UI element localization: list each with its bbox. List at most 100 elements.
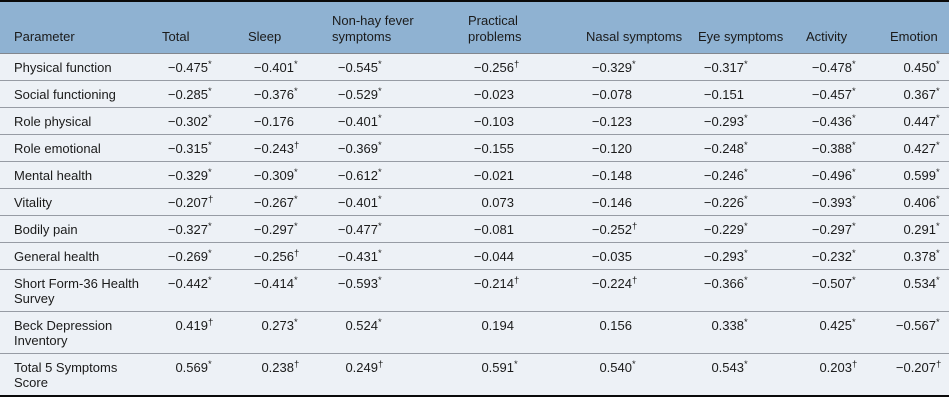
value-cell: 0.450* xyxy=(884,53,949,81)
value-cell: −0.393* xyxy=(794,188,884,216)
value-cell: −0.232* xyxy=(794,242,884,270)
value-cell: −0.207† xyxy=(150,188,236,216)
correlation-value: −0.224 xyxy=(591,276,632,291)
value-cell: −0.151 xyxy=(686,80,794,108)
value-cell: −0.252† xyxy=(574,215,686,243)
significance-marker: * xyxy=(936,59,940,70)
correlation-value: −0.475 xyxy=(167,60,208,75)
significance-marker: * xyxy=(294,194,298,205)
correlation-value: −0.442 xyxy=(167,276,208,291)
correlation-value: −0.243 xyxy=(253,141,294,156)
column-header-nasal-symptoms: Nasal symptoms xyxy=(574,1,686,54)
significance-marker: * xyxy=(208,59,212,70)
correlation-value: −0.477 xyxy=(337,222,378,237)
correlation-value: 0.591 xyxy=(481,360,514,375)
correlation-value: −0.545 xyxy=(337,60,378,75)
value-cell: 0.238† xyxy=(236,353,320,396)
correlation-value: 0.543 xyxy=(711,360,744,375)
correlation-value: −0.366 xyxy=(703,276,744,291)
significance-marker: * xyxy=(936,113,940,124)
significance-marker: * xyxy=(208,113,212,124)
value-cell: −0.388* xyxy=(794,134,884,162)
value-cell: 0.569* xyxy=(150,353,236,396)
column-header-parameter: Parameter xyxy=(0,1,150,54)
significance-marker: † xyxy=(294,248,300,259)
correlation-value: 0.569 xyxy=(175,360,208,375)
correlation-value: −0.369 xyxy=(337,141,378,156)
significance-marker: * xyxy=(936,275,940,286)
row-parameter: General health xyxy=(0,242,150,270)
value-cell: 0.524* xyxy=(320,311,456,354)
significance-marker: † xyxy=(378,359,384,370)
correlation-value: 0.073 xyxy=(481,195,514,210)
correlation-value: 0.338 xyxy=(711,318,744,333)
significance-marker: * xyxy=(208,221,212,232)
correlation-value: −0.414 xyxy=(253,276,294,291)
significance-marker: * xyxy=(378,113,382,124)
correlation-value: −0.612 xyxy=(337,168,378,183)
correlation-value: −0.309 xyxy=(253,168,294,183)
value-cell: 0.156 xyxy=(574,311,686,354)
significance-marker: * xyxy=(294,86,298,97)
significance-marker: * xyxy=(744,359,748,370)
significance-marker: * xyxy=(852,248,856,259)
value-cell: −0.214† xyxy=(456,269,574,312)
value-cell: −0.078 xyxy=(574,80,686,108)
value-cell: −0.529* xyxy=(320,80,456,108)
significance-marker: * xyxy=(936,140,940,151)
correlation-value: 0.194 xyxy=(481,318,514,333)
value-cell: 0.591* xyxy=(456,353,574,396)
significance-marker: * xyxy=(378,86,382,97)
value-cell: 0.419† xyxy=(150,311,236,354)
correlation-value: 0.156 xyxy=(599,318,632,333)
correlation-value: 0.367 xyxy=(903,87,936,102)
value-cell: −0.081 xyxy=(456,215,574,243)
table-row: Mental health −0.329* −0.309* −0.612* −0.021… xyxy=(0,161,949,189)
significance-marker: * xyxy=(744,59,748,70)
row-parameter: Short Form-36 Health Survey xyxy=(0,269,150,312)
value-cell: −0.293* xyxy=(686,107,794,135)
correlation-value: −0.496 xyxy=(811,168,852,183)
significance-marker: * xyxy=(936,86,940,97)
value-cell: −0.021 xyxy=(456,161,574,189)
value-cell: −0.436* xyxy=(794,107,884,135)
significance-marker: * xyxy=(852,167,856,178)
correlation-value: −0.293 xyxy=(703,249,744,264)
correlation-value: −0.148 xyxy=(591,168,632,183)
value-cell: 0.599* xyxy=(884,161,949,189)
value-cell: 0.367* xyxy=(884,80,949,108)
value-cell: 0.406* xyxy=(884,188,949,216)
correlation-value: 0.249 xyxy=(345,360,378,375)
value-cell: −0.477* xyxy=(320,215,456,243)
correlation-value: 0.378 xyxy=(903,249,936,264)
correlation-value: −0.146 xyxy=(591,195,632,210)
correlation-value: 0.203 xyxy=(819,360,852,375)
significance-marker: † xyxy=(514,275,520,286)
value-cell: 0.203† xyxy=(794,353,884,396)
value-cell: −0.401* xyxy=(320,107,456,135)
value-cell: −0.207† xyxy=(884,353,949,396)
correlation-value: −0.593 xyxy=(337,276,378,291)
significance-marker: * xyxy=(208,86,212,97)
value-cell: −0.035 xyxy=(574,242,686,270)
correlation-value: −0.232 xyxy=(811,249,852,264)
significance-marker: * xyxy=(744,248,748,259)
correlation-value: −0.176 xyxy=(253,114,294,129)
table-row: Short Form-36 Health Survey −0.442* −0.414… xyxy=(0,269,949,312)
value-cell: 0.291* xyxy=(884,215,949,243)
significance-marker: * xyxy=(852,317,856,328)
correlation-value: −0.229 xyxy=(703,222,744,237)
significance-marker: * xyxy=(208,275,212,286)
value-cell: 0.427* xyxy=(884,134,949,162)
correlation-value: −0.285 xyxy=(167,87,208,102)
correlation-value: 0.534 xyxy=(903,276,936,291)
correlation-value: −0.214 xyxy=(473,276,514,291)
correlation-value: −0.021 xyxy=(473,168,514,183)
correlation-value: 0.238 xyxy=(261,360,294,375)
significance-marker: * xyxy=(936,317,940,328)
correlation-value: −0.329 xyxy=(591,60,632,75)
significance-marker: * xyxy=(744,275,748,286)
correlation-value: −0.246 xyxy=(703,168,744,183)
value-cell: −0.023 xyxy=(456,80,574,108)
